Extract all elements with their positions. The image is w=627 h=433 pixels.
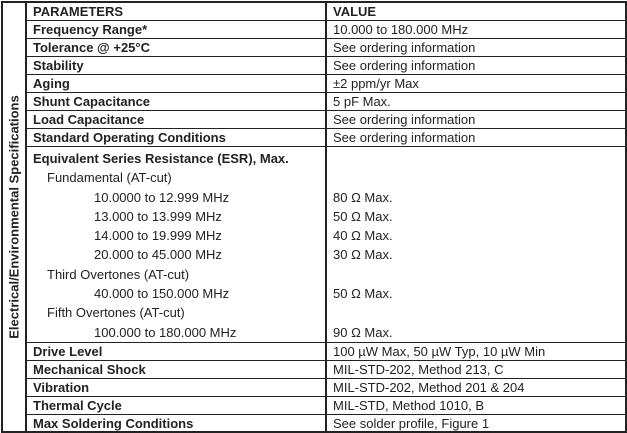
- esr-value: 90 Ω Max.: [333, 324, 393, 340]
- param-cell: Tolerance @ +25°C: [27, 38, 327, 57]
- table-row: Max Soldering Conditions See solder profi…: [27, 413, 625, 432]
- value-cell: See ordering information: [325, 128, 625, 147]
- esr-range: 100.000 to 180.000 MHz: [94, 324, 237, 340]
- esr-fundamental-label: Fundamental (AT-cut): [47, 170, 172, 186]
- value-cell: See ordering information: [325, 56, 625, 75]
- value-cell: ±2 ppm/yr Max: [325, 74, 625, 93]
- param-cell: Shunt Capacitance: [27, 92, 327, 111]
- esr-range: 40.000 to 150.000 MHz: [94, 286, 230, 302]
- param-cell: Drive Level: [27, 341, 327, 361]
- table-row: Frequency Range* 10.000 to 180.000 MHz: [27, 20, 625, 39]
- esr-value: 30 Ω Max.: [333, 247, 393, 263]
- value-cell: 10.000 to 180.000 MHz: [325, 20, 625, 39]
- side-label: Electrical/Environmental Specifications: [6, 95, 22, 339]
- header-row: PARAMETERS VALUE: [27, 3, 625, 21]
- table-row: Load Capacitance See ordering information: [27, 110, 625, 129]
- value-cell: See ordering information: [325, 110, 625, 129]
- esr-param-cell: Equivalent Series Resistance (ESR), Max.…: [27, 146, 327, 343]
- value-cell: MIL-STD, Method 1010, B: [325, 395, 625, 415]
- esr-range: 20.000 to 45.000 MHz: [94, 247, 222, 263]
- param-cell: Stability: [27, 56, 327, 75]
- param-cell: Frequency Range*: [27, 20, 327, 39]
- param-cell: Vibration: [27, 377, 327, 397]
- value-cell: 5 pF Max.: [325, 92, 625, 111]
- esr-fifth-label: Fifth Overtones (AT-cut): [47, 305, 185, 321]
- esr-row: Equivalent Series Resistance (ESR), Max.…: [27, 146, 625, 343]
- table-row: Tolerance @ +25°C See ordering informatio…: [27, 38, 625, 57]
- header-value: VALUE: [325, 3, 625, 21]
- value-cell: 100 µW Max, 50 µW Typ, 10 µW Min: [325, 341, 625, 361]
- esr-value: 80 Ω Max.: [333, 189, 393, 205]
- esr-range: 13.000 to 13.999 MHz: [94, 208, 222, 224]
- value-cell: MIL-STD-202, Method 201 & 204: [325, 377, 625, 397]
- esr-title: Equivalent Series Resistance (ESR), Max.: [33, 151, 289, 166]
- table-row: Stability See ordering information: [27, 56, 625, 75]
- table-row: Aging ±2 ppm/yr Max: [27, 74, 625, 93]
- esr-range: 10.0000 to 12.999 MHz: [94, 189, 230, 205]
- param-cell: Thermal Cycle: [27, 395, 327, 415]
- table-row: Mechanical Shock MIL-STD-202, Method 213,…: [27, 359, 625, 379]
- value-cell: MIL-STD-202, Method 213, C: [325, 359, 625, 379]
- side-label-column: Electrical/Environmental Specifications: [3, 3, 27, 431]
- param-cell: Aging: [27, 74, 327, 93]
- param-cell: Standard Operating Conditions: [27, 128, 327, 147]
- param-cell: Max Soldering Conditions: [27, 413, 327, 432]
- param-cell: Load Capacitance: [27, 110, 327, 129]
- esr-range: 14.000 to 19.999 MHz: [94, 228, 222, 244]
- table-row: Vibration MIL-STD-202, Method 201 & 204: [27, 377, 625, 397]
- table-row: Drive Level 100 µW Max, 50 µW Typ, 10 µW …: [27, 341, 625, 361]
- table-row: Thermal Cycle MIL-STD, Method 1010, B: [27, 395, 625, 415]
- esr-value: 50 Ω Max.: [333, 286, 393, 302]
- esr-value: 40 Ω Max.: [333, 228, 393, 244]
- esr-value-cell: 80 Ω Max. 50 Ω Max. 40 Ω Max. 30 Ω Max. …: [325, 146, 625, 343]
- table-row: Shunt Capacitance 5 pF Max.: [27, 92, 625, 111]
- param-cell: Mechanical Shock: [27, 359, 327, 379]
- esr-third-label: Third Overtones (AT-cut): [47, 266, 190, 282]
- value-cell: See solder profile, Figure 1: [325, 413, 625, 432]
- header-parameters: PARAMETERS: [27, 3, 327, 21]
- esr-value: 50 Ω Max.: [333, 208, 393, 224]
- spec-table: PARAMETERS VALUE Frequency Range* 10.000 …: [27, 3, 625, 432]
- table-row: Standard Operating Conditions See orderin…: [27, 128, 625, 147]
- value-cell: See ordering information: [325, 38, 625, 57]
